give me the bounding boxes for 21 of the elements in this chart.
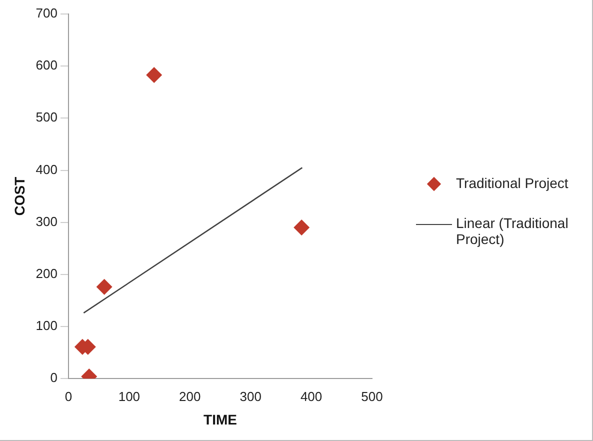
y-tick-label: 500 [36, 110, 58, 125]
y-tick-label: 700 [36, 6, 58, 21]
point [96, 278, 112, 295]
y-tick-label: 200 [36, 266, 58, 282]
x-axis-title: TIME [204, 411, 237, 428]
x-tick-label: 100 [118, 388, 140, 404]
y-tick-label: 600 [36, 58, 58, 73]
y-tick-label: 100 [36, 318, 58, 334]
x-tick-label: 500 [361, 388, 383, 404]
x-tick-label: 400 [300, 388, 322, 404]
x-tick-label: 0 [64, 388, 72, 404]
y-tick-label: 300 [36, 214, 58, 229]
x-tick-label: 200 [179, 388, 201, 404]
legend-label: Traditional Project [456, 175, 568, 191]
x-tick-label: 300 [240, 388, 262, 404]
point [294, 220, 310, 236]
legend-label: Linear (Traditional Project) [456, 215, 570, 247]
y-tick-label: 0 [50, 370, 58, 386]
y-tick-label: 400 [36, 162, 58, 177]
y-axis-title: COST [11, 176, 28, 216]
point [146, 66, 162, 83]
